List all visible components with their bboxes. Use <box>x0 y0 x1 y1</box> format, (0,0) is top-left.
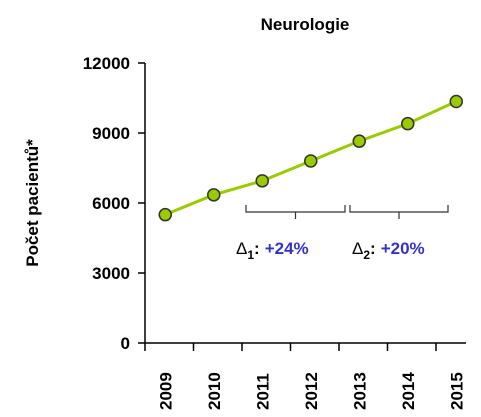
data-point <box>449 94 463 109</box>
data-point <box>352 134 366 148</box>
chart-title: Neurologie <box>261 15 350 34</box>
annotation-change: +20% <box>381 239 425 258</box>
annotation-change: +24% <box>265 239 309 258</box>
y-tick-label: 6000 <box>92 194 130 213</box>
annotation: Δ1: +24% <box>236 239 309 262</box>
x-tick-label: 2009 <box>156 372 175 410</box>
bracket <box>349 205 449 219</box>
x-tick-label: 2013 <box>350 372 369 410</box>
x-tick-label: 2015 <box>447 372 466 410</box>
y-tick-label: 9000 <box>92 124 130 143</box>
x-tick-label: 2012 <box>302 372 321 410</box>
x-tick-label: 2014 <box>399 372 418 410</box>
x-tick-label: 2010 <box>205 372 224 410</box>
annotation-symbol: Δ <box>352 239 363 258</box>
annotation-index: 2 <box>363 248 370 262</box>
data-point <box>158 207 172 222</box>
data-point <box>207 188 221 202</box>
bracket <box>245 205 346 219</box>
annotation-separator: : <box>254 239 260 258</box>
y-axis-label: Počet pacientů* <box>23 139 42 267</box>
annotation-symbol: Δ <box>236 239 247 258</box>
data-point <box>401 116 415 131</box>
x-tick-label: 2011 <box>253 373 272 410</box>
annotation-index: 1 <box>247 248 254 262</box>
annotation: Δ2: +20% <box>352 239 425 262</box>
y-tick-label: 0 <box>121 334 130 353</box>
y-tick-label: 3000 <box>92 264 130 283</box>
data-point <box>255 174 269 188</box>
y-tick-label: 12000 <box>83 54 130 73</box>
data-point <box>304 154 318 168</box>
annotation-separator: : <box>370 239 376 258</box>
